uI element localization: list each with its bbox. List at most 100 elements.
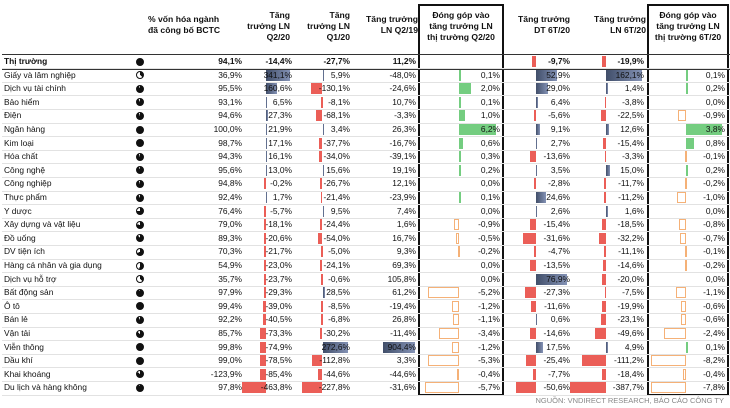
contrib-q2-value: -0,2% xyxy=(478,246,500,257)
bar-rev-15 xyxy=(530,260,536,271)
bar-q2-11 xyxy=(264,205,266,217)
sector-name: Xây dựng và vật liệu xyxy=(4,219,81,230)
growth-q1-value: -27,7% xyxy=(323,56,350,66)
growth-q1-value: -37,7% xyxy=(323,137,350,148)
row-divider xyxy=(2,258,730,260)
completion-pie-icon xyxy=(136,57,144,66)
row-divider xyxy=(2,367,730,369)
growth-q219-value: 26,8% xyxy=(392,314,416,325)
growth-6t-value: -19,9% xyxy=(617,56,644,66)
row-divider xyxy=(2,353,730,355)
completion-pie-icon xyxy=(136,207,144,216)
growth-6t-value: -15,4% xyxy=(617,137,644,148)
pct-mcap-value: 92,2% xyxy=(218,314,242,325)
growth-q219-value: -48,0% xyxy=(389,69,416,80)
bar-q1-15 xyxy=(320,260,323,271)
growth-q1-value: -26,7% xyxy=(323,178,350,189)
sector-name: Hàng cá nhân và gia dụng xyxy=(4,260,102,270)
contrib-q2-value: -3,4% xyxy=(478,328,500,338)
sector-name: Dịch vụ tài chính xyxy=(4,83,66,94)
bar-rev-14 xyxy=(534,246,536,258)
growth-q2-value: 16,1% xyxy=(268,151,292,162)
contrib-q2-value: 0,0% xyxy=(480,273,500,284)
growth-q1-value: -68,1% xyxy=(323,110,350,121)
contrib-q2-value: -0,9% xyxy=(478,219,500,230)
pct-mcap-value: 97,8% xyxy=(218,382,242,393)
contrib-6t-value: 0,0% xyxy=(705,96,725,107)
bar-cq2-13 xyxy=(456,232,460,244)
row-divider xyxy=(2,231,730,233)
pct-mcap-value: 94,1% xyxy=(218,56,242,66)
bar-q2-5 xyxy=(265,124,268,135)
growth-6t-value: 15,0% xyxy=(620,164,644,175)
growth-q219-value: -3,3% xyxy=(394,110,416,121)
bar-q219-21 xyxy=(382,341,415,353)
pct-mcap-value: 100,0% xyxy=(213,124,242,134)
bar-g6-8 xyxy=(606,164,610,176)
growth-6t-value: -11,1% xyxy=(618,246,644,257)
contrib-q2-value xyxy=(420,55,500,68)
growth-q2-value: -23,7% xyxy=(265,273,292,284)
sector-name: Dịch vụ hỗ trợ xyxy=(4,273,57,284)
bar-cq2-10 xyxy=(459,192,461,203)
growth-q1-value: 28,5% xyxy=(326,287,350,298)
bar-q1-5 xyxy=(322,124,324,135)
rev-6t-value: 2,6% xyxy=(550,205,570,216)
growth-q2-value: -463,8% xyxy=(260,382,292,393)
growth-q219-value: -31,6% xyxy=(389,382,416,393)
contrib-6t-value: 0,2% xyxy=(705,83,725,94)
pct-mcap-value: 92,4% xyxy=(218,192,242,202)
contrib-6t-value: -2,4% xyxy=(703,328,725,338)
contrib-q2-value: 0,0% xyxy=(480,178,500,189)
header-pct-mcap: % vốn hóa ngành đã công bố BCTC xyxy=(148,14,221,35)
growth-q2-value: -73,3% xyxy=(265,328,292,338)
growth-q2-value: -0,2% xyxy=(270,178,292,189)
sector-name: Bất động sản xyxy=(4,287,54,298)
bar-q1-8 xyxy=(322,164,324,176)
growth-6t-value: -49,6% xyxy=(617,328,644,338)
growth-q1-value: -5,0% xyxy=(328,246,350,257)
row-divider xyxy=(2,285,730,287)
completion-pie-icon xyxy=(136,125,144,134)
bar-g6-22 xyxy=(581,355,607,367)
pct-mcap-value: 94,3% xyxy=(218,151,242,162)
bar-g6-13 xyxy=(599,232,607,244)
pct-mcap-value: 97,9% xyxy=(218,287,242,298)
contrib-6t-value: 0,1% xyxy=(705,341,725,352)
rev-6t-value: -7,7% xyxy=(548,368,570,379)
bar-q2-6 xyxy=(265,137,268,149)
bar-c6-2 xyxy=(686,83,689,95)
completion-pie-icon xyxy=(136,166,144,175)
bar-q1-12 xyxy=(320,219,323,231)
bar-q2-1 xyxy=(265,69,290,81)
sector-name: Điện xyxy=(4,110,22,121)
growth-q219-value: 105,8% xyxy=(387,273,416,284)
sector-name: Bảo hiểm xyxy=(4,96,40,107)
bar-g6-20 xyxy=(595,328,607,339)
rev-6t-value: 3,5% xyxy=(550,164,570,175)
contrib-6t-value: 3,8% xyxy=(705,124,725,134)
growth-q1-value: 3,4% xyxy=(330,124,350,134)
growth-6t-value: 1,4% xyxy=(624,83,644,94)
pct-mcap-value: 76,4% xyxy=(218,205,242,216)
contrib-q2-value: 0,0% xyxy=(480,260,500,270)
row-divider xyxy=(2,244,730,246)
growth-q219-value: 61,2% xyxy=(392,287,416,298)
pct-mcap-value: 94,6% xyxy=(218,110,242,121)
contrib-6t-value: -0,6% xyxy=(703,300,725,311)
bar-cq2-17 xyxy=(428,287,460,299)
bar-rev-1 xyxy=(535,69,558,81)
contrib-6t-value: 0,0% xyxy=(705,273,725,284)
bar-c6-18 xyxy=(680,300,687,312)
source-note: NGUỒN: VNDIRECT RESEARCH, BÁO CÁO CÔNG T… xyxy=(535,396,725,405)
pct-mcap-value: 99,0% xyxy=(218,355,242,366)
growth-6t-value: -7,5% xyxy=(622,287,644,298)
bar-c6-22 xyxy=(651,355,687,367)
sector-name: Ngân hàng xyxy=(4,124,45,134)
bar-rev-21 xyxy=(535,341,543,353)
row-divider xyxy=(2,312,730,314)
bar-cq2-7 xyxy=(459,151,462,163)
bar-c6-4 xyxy=(678,110,687,122)
row-divider xyxy=(2,299,730,301)
pct-mcap-value: 93,1% xyxy=(218,96,242,107)
